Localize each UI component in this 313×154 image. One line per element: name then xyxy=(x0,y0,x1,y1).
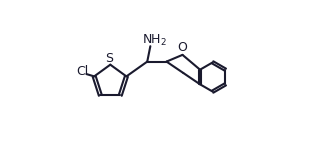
Text: NH$_2$: NH$_2$ xyxy=(142,33,167,48)
Text: Cl: Cl xyxy=(76,65,89,78)
Text: O: O xyxy=(177,41,187,54)
Text: S: S xyxy=(105,52,113,65)
